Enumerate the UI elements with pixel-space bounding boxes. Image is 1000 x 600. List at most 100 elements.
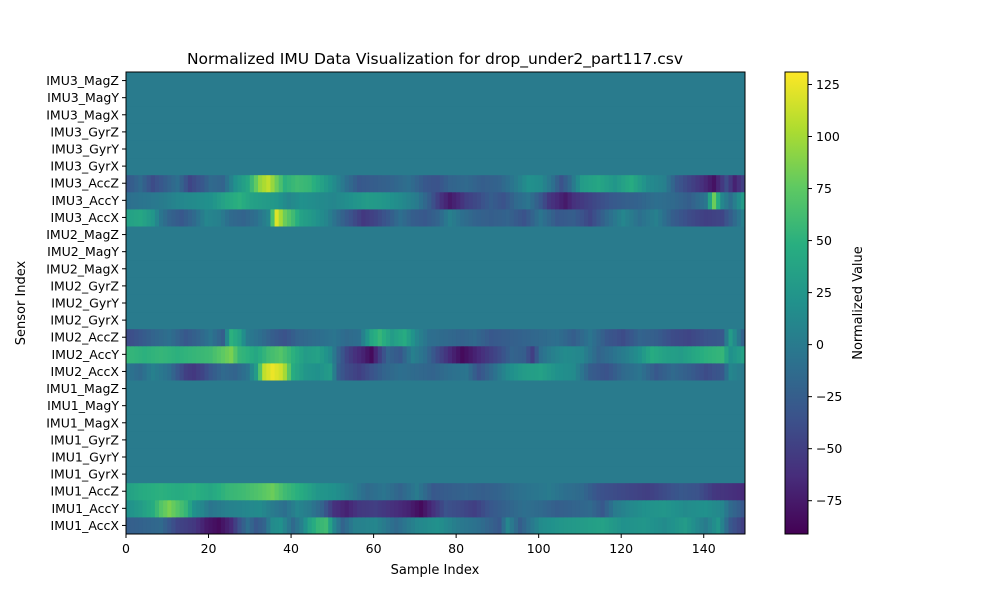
heatmap-cell xyxy=(146,482,152,501)
heatmap-cell xyxy=(592,516,597,535)
heatmap-cell xyxy=(241,362,247,381)
heatmap-row-imu2-gyrz xyxy=(126,277,745,295)
heatmap-cell xyxy=(674,345,680,364)
heatmap-cell xyxy=(344,345,350,364)
heatmap-cell xyxy=(505,482,511,501)
heatmap-cell xyxy=(637,174,643,193)
heatmap-cell xyxy=(699,482,705,501)
heatmap-cell xyxy=(336,191,342,210)
heatmap-cell xyxy=(720,345,725,364)
heatmap-cell xyxy=(563,345,569,364)
heatmap-cell xyxy=(229,499,234,518)
heatmap-cell xyxy=(344,516,350,535)
heatmap-cell xyxy=(658,362,663,381)
heatmap-cell xyxy=(311,174,317,193)
heatmap-cell xyxy=(571,191,577,210)
heatmap-cell xyxy=(225,328,230,347)
heatmap-cell xyxy=(584,328,589,347)
heatmap-cell xyxy=(385,516,391,535)
heatmap-cell xyxy=(641,345,647,364)
heatmap-cell xyxy=(282,482,288,501)
heatmap-cell xyxy=(571,362,577,381)
heatmap-cell xyxy=(678,208,684,227)
heatmap-cell xyxy=(365,191,370,210)
heatmap-cell xyxy=(629,362,635,381)
heatmap-cell xyxy=(307,208,313,227)
heatmap-cell xyxy=(711,328,717,347)
heatmap-cell xyxy=(200,499,205,518)
heatmap-cell xyxy=(249,345,255,364)
heatmap-cell xyxy=(678,362,684,381)
heatmap-cell xyxy=(691,499,696,518)
heatmap-cell xyxy=(423,482,428,501)
heatmap-cell xyxy=(513,328,519,347)
colorbar-tick-label: −75 xyxy=(816,493,842,508)
heatmap-row-imu2-magy xyxy=(126,243,745,261)
heatmap-cell xyxy=(402,516,408,535)
heatmap-cell xyxy=(489,499,494,518)
heatmap-cell xyxy=(286,482,292,501)
heatmap-cell xyxy=(130,499,135,518)
heatmap-cell xyxy=(456,499,461,518)
heatmap-cell xyxy=(674,174,680,193)
heatmap-cell xyxy=(645,208,651,227)
heatmap-cell xyxy=(418,328,424,347)
heatmap-cell xyxy=(608,191,614,210)
heatmap-row-imu3-magx xyxy=(126,106,745,124)
heatmap-cell xyxy=(534,208,540,227)
heatmap-cell xyxy=(480,362,486,381)
heatmap-cell xyxy=(493,345,498,364)
heatmap-cell xyxy=(728,191,734,210)
heatmap-cell xyxy=(567,482,573,501)
heatmap-cell xyxy=(167,174,172,193)
heatmap-cell xyxy=(699,208,705,227)
heatmap-cell xyxy=(691,362,696,381)
heatmap-row-imu1-gyrz xyxy=(126,431,745,449)
heatmap-cell xyxy=(637,482,643,501)
heatmap-cell xyxy=(200,482,205,501)
heatmap-cell xyxy=(138,191,144,210)
heatmap-cell xyxy=(352,516,358,535)
heatmap-cell xyxy=(720,208,725,227)
heatmap-cell xyxy=(225,362,230,381)
heatmap-cell xyxy=(604,174,610,193)
heatmap-cell xyxy=(146,208,152,227)
heatmap-cell xyxy=(464,482,470,501)
heatmap-cell xyxy=(336,499,342,518)
heatmap-cell xyxy=(134,516,139,535)
heatmap-cell xyxy=(460,516,465,535)
heatmap-cell xyxy=(509,174,515,193)
heatmap-cell xyxy=(138,208,144,227)
heatmap-cell xyxy=(204,362,210,381)
heatmap-cell xyxy=(608,482,614,501)
heatmap-cell xyxy=(414,174,420,193)
heatmap-cell xyxy=(691,516,696,535)
heatmap-cell xyxy=(600,208,606,227)
heatmap-row-imu3-accy xyxy=(126,191,746,210)
heatmap-cell xyxy=(447,499,453,518)
heatmap-cell xyxy=(513,191,519,210)
heatmap-cell xyxy=(443,191,449,210)
heatmap-row-imu2-accy xyxy=(126,345,746,364)
heatmap-cell xyxy=(344,328,350,347)
heatmap-cell xyxy=(365,499,370,518)
heatmap-cell xyxy=(452,328,457,347)
heatmap-cell xyxy=(126,380,745,398)
heatmap-cell xyxy=(352,345,358,364)
heatmap-cell xyxy=(621,328,626,347)
heatmap-cell xyxy=(146,345,152,364)
heatmap-cell xyxy=(138,499,144,518)
heatmap-cell xyxy=(711,345,717,364)
heatmap-cell xyxy=(703,362,709,381)
heatmap-cell xyxy=(711,482,717,501)
heatmap-cell xyxy=(319,345,325,364)
heatmap-cell xyxy=(365,328,370,347)
heatmap-cell xyxy=(427,345,432,364)
heatmap-cell xyxy=(220,516,226,535)
heatmap-cell xyxy=(216,499,222,518)
heatmap-cell xyxy=(410,482,416,501)
heatmap-cell xyxy=(629,482,635,501)
heatmap-cell xyxy=(340,345,346,364)
heatmap-cell xyxy=(179,516,185,535)
heatmap-cell xyxy=(286,174,292,193)
